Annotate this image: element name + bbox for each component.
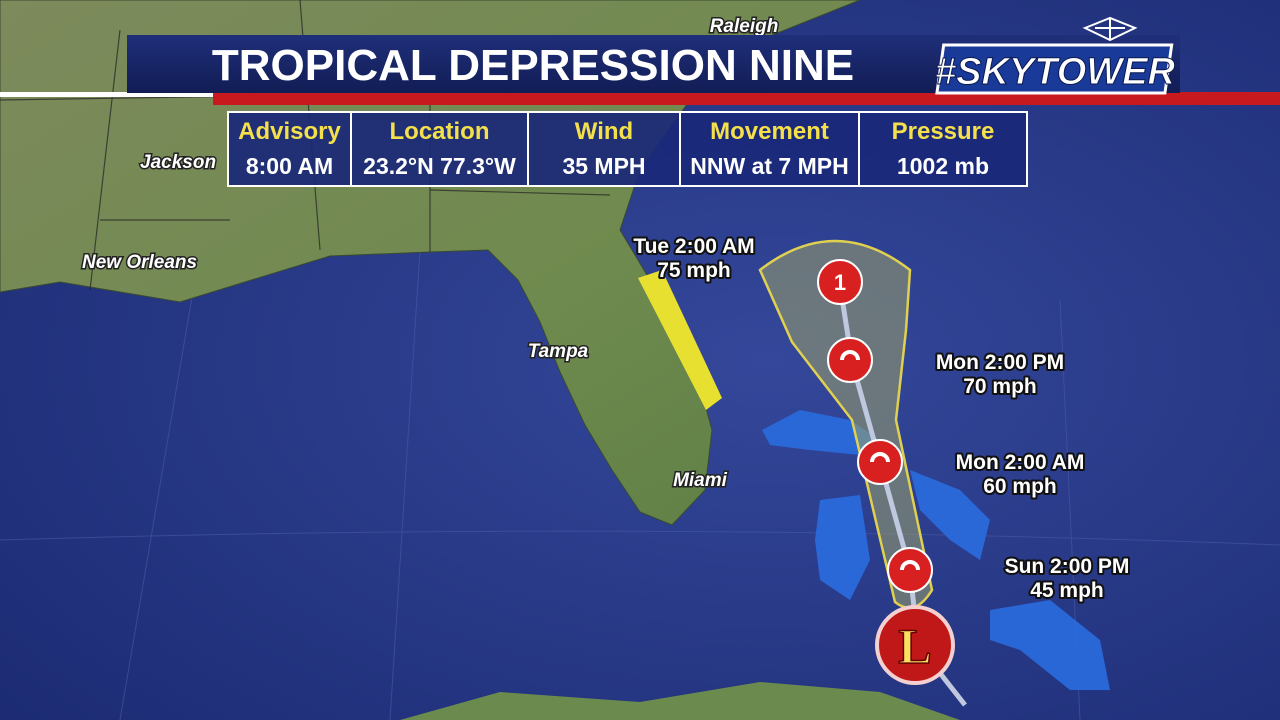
cone [758,239,934,610]
hurricane-watch [638,270,722,410]
storm-icons [817,259,955,685]
low-label: L [898,618,931,674]
table-header: Wind [575,118,633,145]
table-value: 1002 mb [897,153,989,179]
city-label: Jackson [140,152,216,173]
forecast-time: Sun 2:00 PM [1005,555,1130,578]
city-label: New Orleans [82,252,197,273]
table-header: Advisory [238,118,341,145]
city-label: Tampa [528,341,589,362]
tropical-storm-warning [762,410,1110,690]
forecast-time: Mon 2:00 AM [956,451,1085,474]
table-header: Movement [710,118,829,145]
brand-icon [1082,16,1138,42]
table-value: NNW at 7 MPH [690,153,848,179]
table-header: Location [390,118,490,145]
table-value: 35 MPH [562,153,645,179]
cuba [400,682,960,720]
title: TROPICAL DEPRESSION NINE [212,41,854,90]
white-stripe [0,92,213,97]
table-value: 23.2°N 77.3°W [363,153,516,179]
brand-box [935,43,1174,95]
forecast-wind: 70 mph [963,375,1037,398]
city-label: Miami [673,470,728,491]
advisory-table [227,111,1028,187]
forecast-wind: 45 mph [1030,579,1104,602]
table-header: Pressure [892,118,995,145]
brand: #SKYTOWER [935,51,1176,93]
forecast-wind: 60 mph [983,475,1057,498]
city-labels: Raleigh Jackson New Orleans Tampa Miami [81,15,780,493]
table-value: 8:00 AM [246,153,333,179]
category-label: 1 [834,270,846,295]
forecast-time: Tue 2:00 AM [633,235,754,258]
city-label: Raleigh [710,16,779,37]
forecast-time: Mon 2:00 PM [936,351,1064,374]
forecast-wind: 75 mph [657,259,731,282]
advisory-cells: Advisory 8:00 AM Location 23.2°N 77.3°W Wind… [238,112,994,186]
red-stripe [213,92,1280,105]
